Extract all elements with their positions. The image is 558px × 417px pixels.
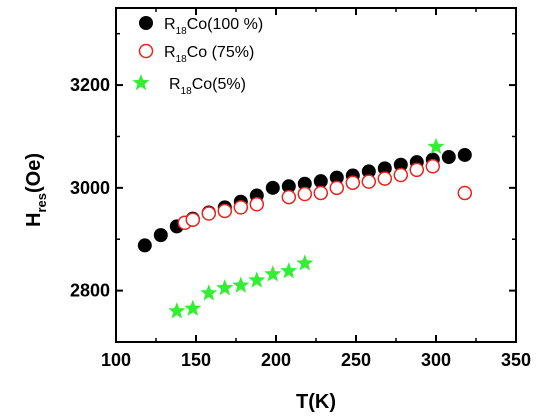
x-tick-label: 200 xyxy=(261,350,291,370)
series-100pct-point xyxy=(297,176,312,191)
series-100pct-point xyxy=(313,174,328,189)
x-tick-label: 250 xyxy=(341,350,371,370)
legend-label-main: R xyxy=(169,76,181,93)
series-100pct-point xyxy=(153,228,168,243)
series-100pct-point xyxy=(361,164,376,179)
series-75pct-point xyxy=(377,171,393,186)
series-75pct-point xyxy=(361,174,377,189)
series-100pct-point xyxy=(265,180,280,195)
legend-label-tail: Co(100 %) xyxy=(187,16,263,33)
series-5pct-point xyxy=(216,279,234,296)
legend-label-0: R18Co(100 %) xyxy=(164,16,263,37)
series-100pct-point xyxy=(137,238,152,253)
series-100pct-point xyxy=(329,170,344,185)
series-5pct-point xyxy=(280,262,298,279)
series-100pct-point xyxy=(457,147,472,162)
series-75pct-point xyxy=(409,162,425,178)
series-75pct-point xyxy=(329,180,345,196)
y-axis-title: Hres(Oe) xyxy=(23,153,49,227)
series-2 xyxy=(168,137,445,319)
series-100pct-point xyxy=(377,161,392,176)
legend: R18Co(100 %)R18Co (75%)R18Co(5%) xyxy=(132,16,263,97)
series-5pct-point xyxy=(296,254,314,271)
series-75pct-point xyxy=(425,159,441,174)
series-75pct-point xyxy=(313,185,329,201)
series-5pct-point xyxy=(427,137,445,155)
series-75pct-point xyxy=(249,197,265,212)
series-5pct-point xyxy=(200,284,218,301)
y-axis-title-sub: res xyxy=(34,193,49,213)
series-75pct-point xyxy=(233,200,249,215)
series-5pct-point xyxy=(264,265,282,282)
series-100pct-point xyxy=(281,179,296,194)
legend-label-tail: Co (75%) xyxy=(187,44,255,61)
legend-label-1: R18Co (75%) xyxy=(164,44,254,65)
legend-label-2: R18Co(5%) xyxy=(169,76,246,97)
legend-marker-2 xyxy=(132,74,150,91)
legend-label-sub: 18 xyxy=(181,86,193,97)
y-tick-label: 2800 xyxy=(70,281,110,301)
series-1 xyxy=(177,159,473,231)
y-tick-label: 3000 xyxy=(70,178,110,198)
y-axis-title-main: H xyxy=(23,213,45,227)
series-5pct-point xyxy=(168,302,186,319)
y-axis-title-tail: (Oe) xyxy=(23,153,45,193)
legend-label-sub: 18 xyxy=(176,54,188,65)
x-tick-label: 100 xyxy=(101,350,131,370)
series-100pct-point xyxy=(441,150,456,165)
y-tick-label: 3200 xyxy=(70,75,110,95)
series-75pct-point xyxy=(457,185,473,201)
series-75pct-point xyxy=(281,189,297,205)
x-tick-label: 300 xyxy=(421,350,451,370)
x-tick-label: 350 xyxy=(501,350,531,370)
legend-label-sub: 18 xyxy=(176,26,188,37)
legend-label-main: R xyxy=(164,16,176,33)
legend-label-main: R xyxy=(164,44,176,61)
series-75pct-point xyxy=(297,186,313,202)
series-75pct-point xyxy=(345,175,361,190)
series-5pct-point xyxy=(184,299,202,316)
data-marks xyxy=(137,137,473,319)
legend-marker-0 xyxy=(139,16,153,30)
legend-label-tail: Co(5%) xyxy=(192,76,246,93)
series-5pct-point xyxy=(232,276,250,293)
legend-marker-1 xyxy=(138,43,154,59)
x-axis-title: T(K) xyxy=(296,391,336,413)
series-75pct-point xyxy=(185,212,201,227)
series-75pct-point xyxy=(393,167,409,183)
series-75pct-point xyxy=(201,206,217,221)
axis-tick-labels: 100 150 200 250 300 350 2800 3000 3200 xyxy=(70,75,531,370)
series-5pct-point xyxy=(248,271,266,288)
series-75pct-point xyxy=(217,203,233,219)
x-tick-label: 150 xyxy=(181,350,211,370)
series-100pct-point xyxy=(393,157,408,172)
axis-ticks xyxy=(115,8,517,343)
